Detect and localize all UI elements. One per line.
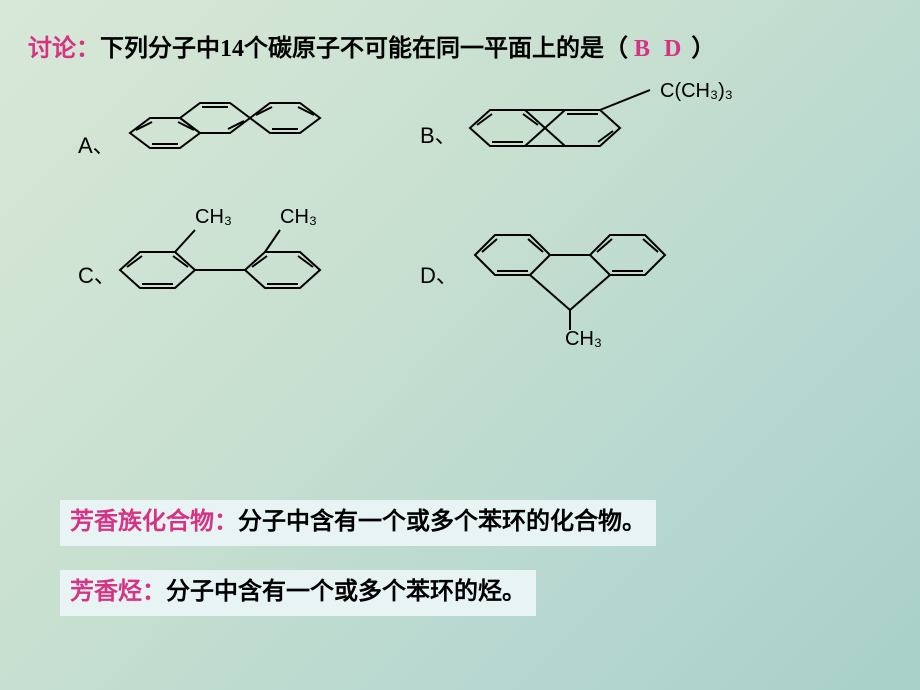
definition-aromatic-compound: 芳香族化合物：分子中含有一个或多个苯环的化合物。 <box>60 500 656 546</box>
def2-term: 芳香烃： <box>70 579 166 605</box>
option-b-substituent: C(CH₃)₃ <box>660 80 733 103</box>
def1-term: 芳香族化合物： <box>70 509 238 535</box>
def1-body: 分子中含有一个或多个苯环的化合物。 <box>238 509 646 535</box>
structure-c <box>105 210 395 310</box>
question-suffix: ） <box>685 36 715 62</box>
question-line: 讨论：下列分子中14个碳原子不可能在同一平面上的是（ B D ） <box>28 28 715 63</box>
def2-body: 分子中含有一个或多个苯环的烃。 <box>166 579 526 605</box>
structure-d <box>455 210 705 350</box>
question-body: 下列分子中14个碳原子不可能在同一平面上的是（ <box>100 36 634 62</box>
question-prefix: 讨论： <box>28 36 100 62</box>
option-d-label: D、 <box>420 258 458 290</box>
definition-aromatic-hydrocarbon: 芳香烃：分子中含有一个或多个苯环的烃。 <box>60 570 536 616</box>
question-answer: B D <box>634 36 685 62</box>
structure-b <box>450 88 670 168</box>
structure-a <box>110 78 340 178</box>
